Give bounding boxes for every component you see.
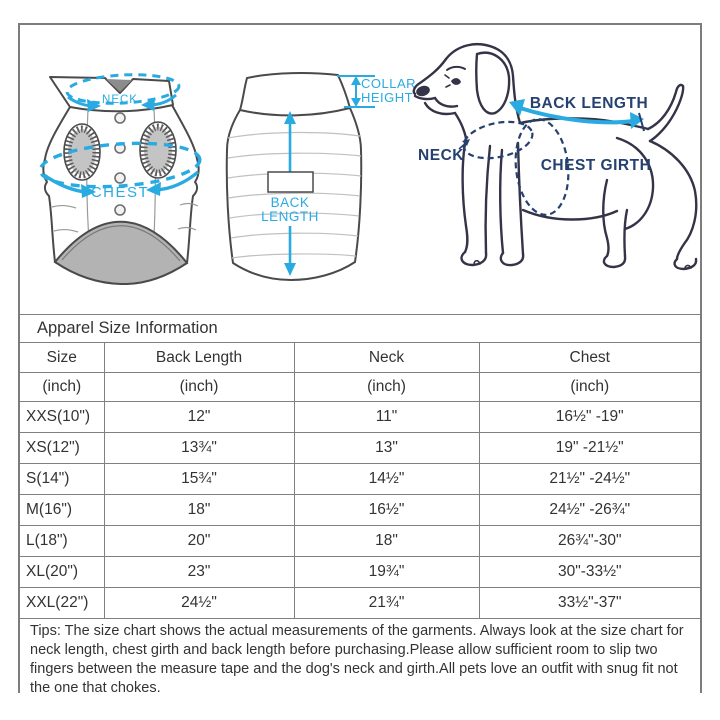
size-value: XL(20"): [19, 556, 105, 588]
illustration-panel: NECK CHEST: [20, 25, 700, 315]
neck-value: 19¾": [293, 556, 480, 588]
size-value: XXS(10"): [19, 401, 105, 433]
back-length-value: 13¾": [103, 432, 295, 464]
neck-value: 21¾": [293, 587, 480, 619]
col-header-neck: Neck: [293, 342, 480, 373]
col-header-size: Size: [19, 342, 105, 373]
unit-chest: (inch): [478, 372, 701, 402]
chest-value: 21½" -24½": [478, 463, 701, 495]
size-table: Apparel Size Information Size Back Lengt…: [19, 314, 701, 704]
back-length-annotation: BACK LENGTH: [261, 111, 319, 276]
table-title-row: Apparel Size Information: [19, 314, 701, 343]
table-title: Apparel Size Information: [19, 314, 701, 343]
neck-value: 11": [293, 401, 480, 433]
collar-height-label-line2: HEIGHT: [361, 90, 413, 105]
table-row: M(16") 18" 16½" 24½" -26¾": [19, 494, 701, 526]
size-value: XS(12"): [19, 432, 105, 464]
table-row: XS(12") 13¾" 13" 19" -21½": [19, 432, 701, 464]
jacket-back-diagram: BACK LENGTH COLLAR HEIGHT: [225, 72, 416, 281]
back-length-value: 18": [103, 494, 295, 526]
size-value: S(14"): [19, 463, 105, 495]
jacket-armholes: [63, 121, 177, 181]
chest-measure-annotation: CHEST: [38, 141, 202, 201]
back-length-label-line2: LENGTH: [261, 209, 319, 224]
collar-height-label-line1: COLLAR: [361, 76, 416, 91]
chest-value: 30"-33½": [478, 556, 701, 588]
jacket-buttons: [114, 112, 126, 216]
neck-measure-annotation: NECK: [65, 73, 181, 112]
neck-value: 14½": [293, 463, 480, 495]
table-header-row: Size Back Length Neck Chest: [19, 342, 701, 373]
table-row: XXS(10") 12" 11" 16½" -19": [19, 401, 701, 433]
unit-back-length: (inch): [103, 372, 295, 402]
dog-neck-label: NECK: [418, 147, 464, 164]
col-header-back-length: Back Length: [103, 342, 295, 373]
dog-back-length-label: BACK LENGTH: [530, 95, 648, 112]
unit-neck: (inch): [293, 372, 480, 402]
size-value: L(18"): [19, 525, 105, 557]
back-length-value: 23": [103, 556, 295, 588]
table-row: XXL(22") 24½" 21¾" 33½"-37": [19, 587, 701, 619]
chest-value: 26¾"-30": [478, 525, 701, 557]
table-row: S(14") 15¾" 14½" 21½" -24½": [19, 463, 701, 495]
dog-face-details: [416, 78, 461, 97]
size-chart-sheet: NECK CHEST: [18, 23, 702, 704]
dog-measure-diagram: BACK LENGTH NECK CHEST GIRTH: [412, 43, 698, 271]
back-length-value: 15¾": [103, 463, 295, 495]
chest-value: 33½"-37": [478, 587, 701, 619]
neck-value: 18": [293, 525, 480, 557]
dog-back-length-arrow: [509, 99, 645, 132]
jacket-front-diagram: NECK CHEST: [38, 73, 202, 286]
table-units-row: (inch) (inch) (inch) (inch): [19, 372, 701, 402]
belly-flap: [53, 220, 189, 286]
chest-value: 19" -21½": [478, 432, 701, 464]
size-value: XXL(22"): [19, 587, 105, 619]
front-chest-label: CHEST: [91, 184, 149, 201]
neck-pointer: [458, 139, 470, 150]
back-length-value: 12": [103, 401, 295, 433]
back-length-label-line1: BACK: [271, 195, 310, 210]
chest-value: 24½" -26¾": [478, 494, 701, 526]
table-row: XL(20") 23" 19¾" 30"-33½": [19, 556, 701, 588]
unit-size: (inch): [19, 372, 105, 402]
back-length-value: 24½": [103, 587, 295, 619]
back-length-value: 20": [103, 525, 295, 557]
neck-value: 16½": [293, 494, 480, 526]
col-header-chest: Chest: [478, 342, 701, 373]
label-patch: [267, 171, 314, 193]
collar-height-annotation: COLLAR HEIGHT: [337, 75, 416, 108]
neck-value: 13": [293, 432, 480, 464]
size-value: M(16"): [19, 494, 105, 526]
tips-row: Tips: The size chart shows the actual me…: [19, 618, 701, 704]
table-row: L(18") 20" 18" 26¾"-30": [19, 525, 701, 557]
jacket-back-outline: [225, 72, 363, 281]
collar-notch: [106, 79, 132, 92]
dog-chest-girth-label: CHEST GIRTH: [541, 157, 652, 174]
chest-value: 16½" -19": [478, 401, 701, 433]
tips-text: Tips: The size chart shows the actual me…: [19, 618, 701, 704]
front-neck-label: NECK: [102, 94, 138, 106]
